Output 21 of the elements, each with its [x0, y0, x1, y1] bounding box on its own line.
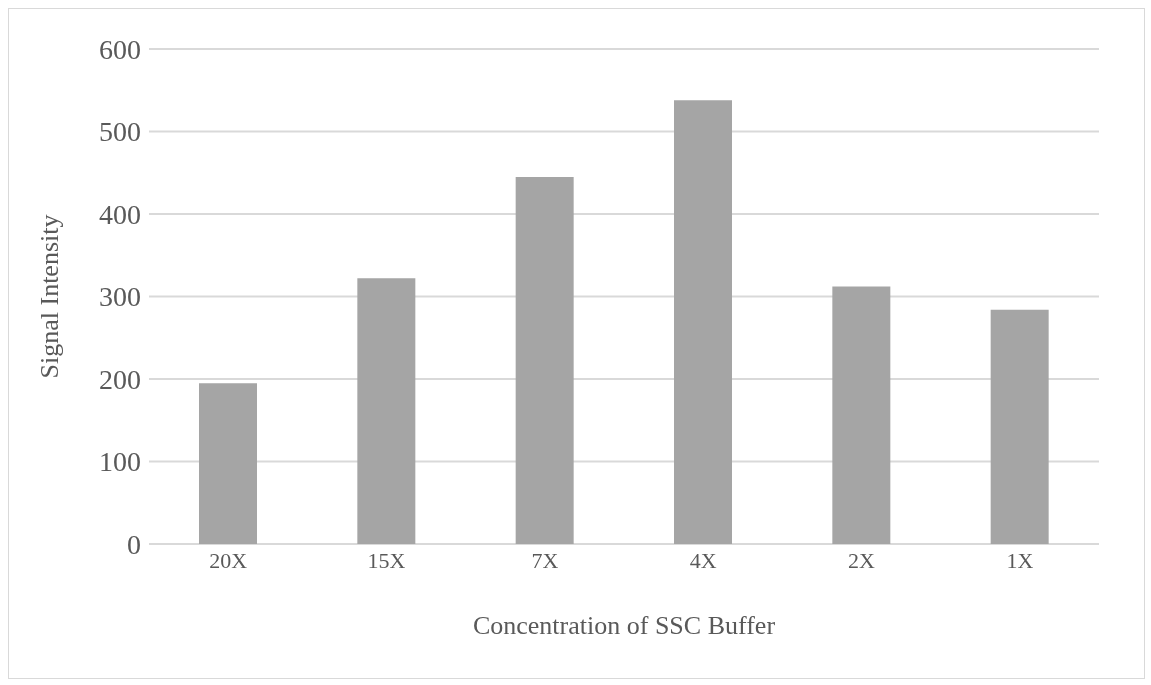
y-tick-label: 400	[99, 198, 141, 230]
y-tick-label: 500	[99, 116, 141, 148]
bar	[515, 176, 574, 544]
y-axis-title: Signal Intensity	[35, 214, 65, 379]
x-tick-label: 20X	[209, 547, 248, 573]
x-tick-label: 4X	[689, 547, 717, 573]
x-tick-label: 1X	[1006, 547, 1034, 573]
y-tick-label: 600	[99, 33, 141, 65]
bar	[674, 100, 732, 544]
y-tick-label: 0	[127, 528, 141, 560]
y-tick-label: 100	[99, 446, 141, 478]
bar	[357, 278, 416, 544]
bar	[832, 286, 891, 544]
x-axis-title: Concentration of SSC Buffer	[472, 611, 776, 640]
x-tick-label: 15X	[367, 547, 406, 573]
bar	[199, 383, 257, 544]
y-tick-label: 300	[99, 281, 141, 313]
y-tick-label: 200	[99, 363, 141, 395]
x-tick-label: 7X	[531, 547, 559, 573]
x-tick-label: 2X	[848, 547, 876, 573]
bar	[990, 309, 1049, 544]
